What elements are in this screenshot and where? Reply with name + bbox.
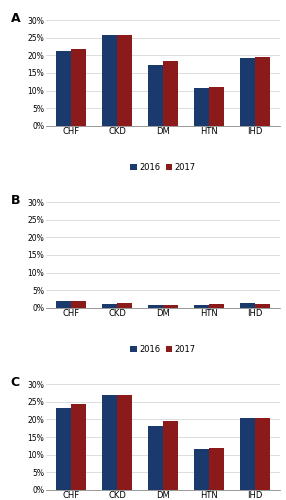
Text: B: B (11, 194, 20, 206)
Bar (71, 404, 86, 490)
Bar (163, 421, 178, 490)
Bar (163, 60, 178, 126)
Bar (148, 65, 163, 126)
Bar (255, 304, 270, 308)
Bar (148, 426, 163, 490)
Bar (102, 394, 117, 490)
Text: A: A (11, 12, 20, 24)
Bar (209, 87, 224, 126)
Bar (240, 304, 255, 308)
Bar (117, 304, 132, 308)
Bar (240, 58, 255, 126)
Bar (194, 450, 209, 490)
Bar (163, 305, 178, 308)
Bar (102, 304, 117, 308)
Bar (255, 56, 270, 126)
Legend: 2016, 2017: 2016, 2017 (127, 342, 199, 357)
Bar (148, 306, 163, 308)
Bar (117, 394, 132, 490)
Bar (56, 408, 71, 490)
Bar (209, 304, 224, 308)
Bar (71, 48, 86, 126)
Bar (71, 301, 86, 308)
Text: C: C (11, 376, 20, 388)
Legend: 2016, 2017: 2016, 2017 (127, 160, 199, 176)
Bar (56, 301, 71, 308)
Bar (194, 305, 209, 308)
Bar (56, 50, 71, 126)
Bar (209, 448, 224, 490)
Bar (240, 418, 255, 490)
Bar (255, 418, 270, 490)
Bar (102, 35, 117, 126)
Bar (117, 35, 132, 126)
Bar (194, 88, 209, 126)
